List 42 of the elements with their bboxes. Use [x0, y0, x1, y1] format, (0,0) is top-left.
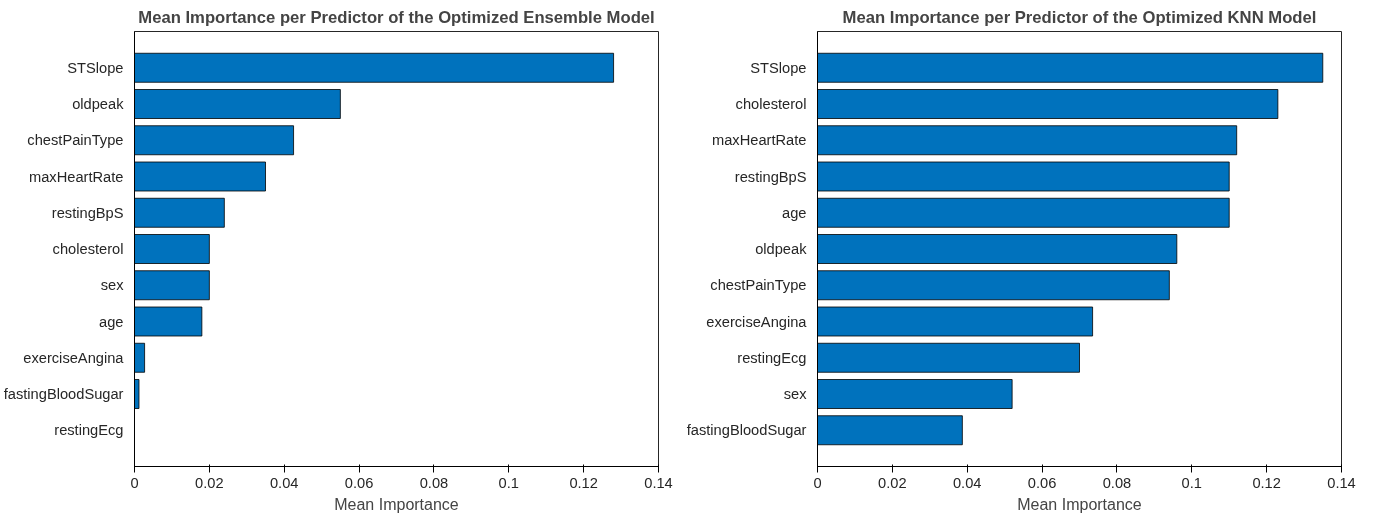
y-tick-label: restingEcg: [54, 422, 124, 439]
x-tick-label: 0.04: [952, 474, 982, 491]
x-tick-label: 0.04: [269, 474, 299, 491]
y-tick-label: cholesterol: [52, 241, 124, 257]
y-tick-label: oldpeak: [72, 96, 125, 112]
x-tick-label: 0.02: [195, 474, 224, 491]
x-tick-label: 0: [813, 474, 822, 491]
x-tick-label: 0.06: [1027, 474, 1057, 491]
y-tick-label: fastingBloodSugar: [686, 422, 807, 439]
y-tick-label: restingBpS: [734, 168, 807, 185]
x-tick-label: 0.08: [1102, 474, 1132, 491]
y-tick-label: fastingBloodSugar: [3, 386, 124, 402]
y-tick-label: restingBpS: [51, 204, 124, 221]
y-tick-label: sex: [783, 386, 808, 402]
y-tick-label: restingEcg: [737, 349, 807, 366]
x-tick-label: 0: [130, 474, 139, 491]
y-tick-label: exerciseAngina: [706, 313, 808, 330]
x-tick-label: 0.02: [878, 474, 907, 491]
chart-title: Mean Importance per Predictor of the Optimized KNN Model: [842, 7, 1317, 27]
x-tick-label: 0.1: [1181, 474, 1202, 491]
x-axis-title: Mean Importance: [334, 495, 459, 513]
x-tick-label: 0.14: [644, 474, 673, 491]
y-tick-label: sex: [100, 277, 125, 294]
y-tick-label: chestPainType: [27, 132, 124, 149]
y-tick-label: chestPainType: [710, 277, 807, 294]
y-tick-label: oldpeak: [755, 241, 808, 257]
chart-title: Mean Importance per Predictor of the Optimized Ensemble Model: [138, 7, 655, 27]
y-tick-label: STSlope: [750, 59, 807, 76]
x-tick-label: 0.1: [498, 474, 519, 491]
y-tick-label: STSlope: [67, 59, 124, 76]
x-axis-title: Mean Importance: [1017, 495, 1142, 513]
x-tick-label: 0.06: [344, 474, 374, 491]
x-tick-label: 0.12: [569, 474, 598, 491]
x-tick-label: 0.08: [419, 474, 449, 491]
y-tick-label: cholesterol: [735, 96, 807, 112]
y-tick-label: maxHeartRate: [712, 132, 807, 149]
y-tick-label: age: [99, 313, 124, 330]
y-tick-label: exerciseAngina: [23, 349, 125, 366]
y-tick-label: maxHeartRate: [29, 168, 124, 185]
y-tick-label: age: [782, 204, 807, 221]
x-tick-label: 0.14: [1327, 474, 1356, 491]
x-tick-label: 0.12: [1252, 474, 1281, 491]
